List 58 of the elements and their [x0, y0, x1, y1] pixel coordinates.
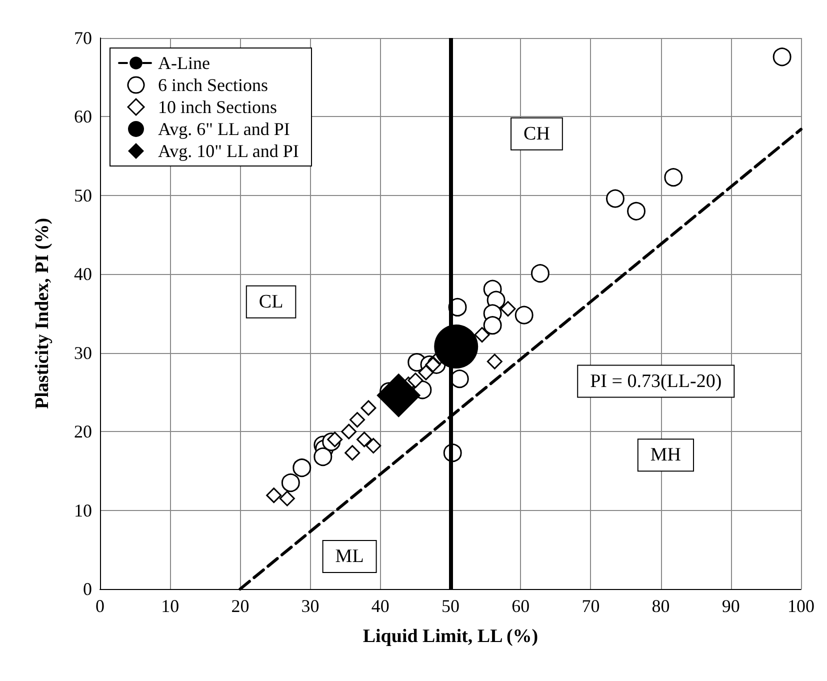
- x-tick-label: 70: [582, 596, 600, 616]
- annotation: MH: [650, 444, 682, 466]
- point: [408, 372, 424, 388]
- point: [292, 458, 312, 478]
- legend-label: 10 inch Sections: [158, 97, 277, 117]
- point: [500, 301, 516, 317]
- legend-label: Avg. 10" LL and PI: [158, 141, 299, 161]
- point: [772, 48, 792, 66]
- point: [434, 324, 478, 369]
- point: [344, 445, 360, 461]
- y-tick-label: 70: [74, 28, 92, 48]
- point: [327, 432, 343, 448]
- y-tick-label: 40: [74, 264, 92, 284]
- point: [314, 448, 332, 466]
- point: [474, 327, 490, 343]
- point: [356, 432, 372, 448]
- point: [281, 473, 300, 492]
- point: [486, 354, 502, 370]
- point: [266, 488, 282, 504]
- point: [376, 373, 421, 418]
- annotation: CL: [258, 291, 284, 312]
- point: [418, 364, 434, 380]
- y-tick-label: 10: [74, 500, 92, 520]
- legend-label: 6 inch Sections: [158, 75, 268, 95]
- x-tick-label: 50: [442, 596, 460, 616]
- point: [360, 400, 376, 416]
- annotation: PI = 0.73(LL-20): [590, 370, 722, 392]
- point: [425, 356, 441, 372]
- point: [366, 438, 382, 454]
- x-tick-label: 10: [161, 596, 180, 616]
- legend-label: A-Line: [158, 53, 210, 73]
- y-axis-title: Plasticity Index, PI (%): [32, 218, 53, 410]
- x-tick-label: 40: [371, 596, 390, 616]
- x-tick-label: 100: [788, 596, 814, 616]
- annotation: ML: [335, 546, 364, 567]
- x-tick-label: 0: [96, 596, 104, 616]
- point: [350, 412, 366, 428]
- point: [664, 168, 683, 187]
- point: [341, 424, 357, 440]
- point: [483, 316, 502, 335]
- x-tick-label: 90: [722, 596, 740, 616]
- point: [606, 189, 624, 208]
- x-axis-title: Liquid Limit, LL (%): [362, 626, 538, 647]
- annotation: CH: [524, 123, 550, 144]
- y-tick-label: 30: [74, 342, 92, 363]
- x-tick-label: 60: [512, 596, 530, 616]
- point: [627, 202, 646, 220]
- y-tick-label: 20: [74, 422, 92, 442]
- y-tick-label: 0: [83, 579, 92, 599]
- x-tick-label: 80: [652, 596, 670, 616]
- y-tick-label: 60: [74, 106, 92, 127]
- point: [514, 306, 534, 324]
- x-tick-label: 30: [301, 596, 320, 616]
- point: [530, 264, 550, 283]
- legend-label: Avg. 6" LL and PI: [158, 119, 290, 139]
- point: [279, 490, 295, 506]
- y-tick-label: 50: [74, 185, 92, 206]
- x-tick-label: 20: [231, 596, 250, 616]
